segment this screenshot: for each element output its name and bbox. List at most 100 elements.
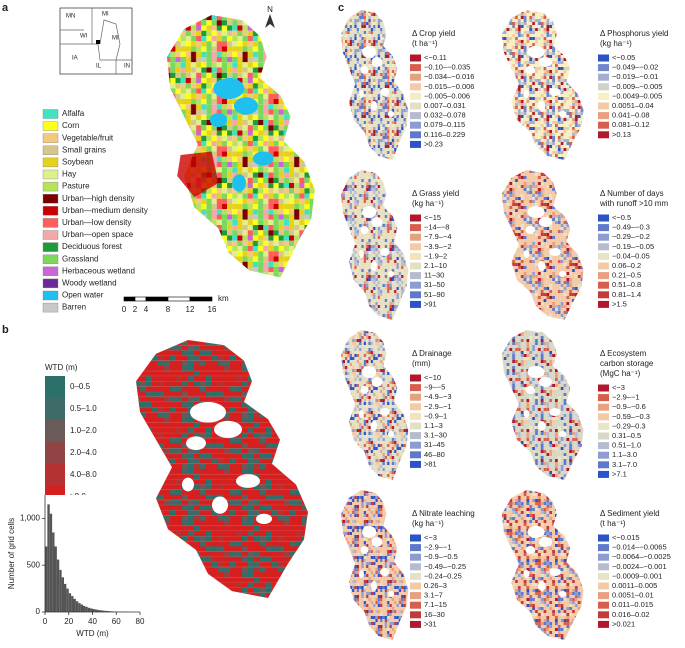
legend-swatch	[410, 592, 421, 599]
legend-swatch	[598, 301, 609, 308]
legend-label: −1.9–2	[424, 251, 447, 260]
lake	[256, 514, 272, 524]
lake	[372, 377, 383, 387]
map-title: (MgC ha⁻¹)	[600, 369, 641, 378]
legend-label: >1.5	[612, 299, 627, 308]
legend-swatch	[410, 263, 421, 270]
legend-label: 1.1–3	[424, 421, 443, 430]
lake	[526, 546, 536, 554]
lake	[380, 568, 389, 576]
legend-swatch	[43, 110, 58, 119]
legend-label: −0.9–−0.6	[612, 402, 646, 411]
lake	[372, 217, 383, 227]
legend-swatch	[410, 301, 421, 308]
legend-swatch	[410, 122, 421, 129]
legend-label: <−0.05	[612, 53, 635, 62]
legend-swatch	[410, 451, 421, 458]
lake	[232, 174, 246, 192]
lake	[549, 408, 560, 416]
legend-swatch	[598, 544, 609, 551]
state-label: IL	[96, 64, 102, 70]
map-title: Δ Drainage	[412, 349, 452, 358]
legend-label: −0.019–−0.01	[612, 72, 658, 81]
scale-label: 0	[122, 305, 127, 314]
lake	[371, 581, 377, 591]
legend-swatch	[410, 112, 421, 119]
lake	[371, 421, 377, 431]
legend-label: 0.81–1.4	[612, 290, 641, 299]
state-label: MN	[66, 14, 75, 20]
legend-label: Corn	[62, 121, 79, 130]
legend-label: Urban—high density	[62, 194, 134, 203]
legend-swatch	[410, 215, 421, 222]
legend-label: 0.21–0.5	[612, 271, 641, 280]
legend-swatch	[598, 282, 609, 289]
lake	[359, 250, 364, 258]
legend-label: 4.0–8.0	[70, 470, 97, 479]
lake	[549, 568, 560, 576]
legend-label: 16–30	[424, 610, 445, 619]
legend-swatch	[598, 433, 609, 440]
lake	[361, 226, 369, 234]
legend-swatch	[598, 394, 609, 401]
legend-label: 0.116–0.229	[424, 130, 465, 139]
lake	[371, 101, 377, 111]
legend-swatch	[410, 384, 421, 391]
watershed	[502, 10, 584, 160]
legend-swatch	[43, 158, 58, 167]
lake	[361, 66, 369, 74]
map	[502, 490, 584, 640]
legend-label: 3.1–7.0	[612, 460, 637, 469]
legend-swatch	[598, 442, 609, 449]
map	[167, 15, 315, 278]
map-title: Δ Grass yield	[412, 189, 459, 198]
legend-swatch	[45, 442, 65, 464]
legend-swatch	[598, 83, 609, 90]
scale-label: 8	[166, 305, 171, 314]
legend-label: −0.04–0.05	[612, 251, 650, 260]
legend-swatch	[410, 83, 421, 90]
lake	[362, 46, 376, 58]
legend-label: Pasture	[62, 182, 90, 191]
map-title: Δ Sediment yield	[600, 509, 660, 518]
lake	[524, 90, 530, 98]
legend-label: Woody wetland	[62, 279, 117, 288]
lake	[538, 261, 546, 271]
legend-label: Urban—medium density	[62, 206, 148, 215]
legend-label: 51–90	[424, 290, 445, 299]
lake	[539, 377, 552, 387]
scale-label: 2	[133, 305, 138, 314]
legend-label: Barren	[62, 303, 86, 312]
legend-label: 1.1–3.0	[612, 450, 637, 459]
legend-swatch	[598, 423, 609, 430]
compass-arrow	[265, 14, 275, 28]
legend-label: >7.1	[612, 469, 627, 478]
legend-swatch	[410, 291, 421, 298]
legend-swatch	[598, 131, 609, 138]
scale-segment	[168, 297, 190, 301]
legend-label: Soybean	[62, 158, 94, 167]
legend-label: −0.0024–−0.001	[612, 562, 667, 571]
lake	[212, 497, 228, 514]
legend-swatch	[43, 146, 58, 155]
legend-swatch	[410, 442, 421, 449]
x-tick-label: 0	[43, 617, 48, 626]
legend-swatch	[43, 194, 58, 203]
legend-swatch	[410, 55, 421, 62]
legend-label: 0.081–0.12	[612, 120, 650, 129]
histogram-bar	[74, 599, 76, 612]
legend-swatch	[410, 64, 421, 71]
legend-swatch	[410, 141, 421, 148]
scale-segment	[135, 297, 146, 301]
histogram-bar	[76, 601, 78, 612]
lake	[388, 431, 394, 437]
legend-swatch	[410, 253, 421, 260]
legend-swatch	[598, 112, 609, 119]
lake	[380, 408, 389, 416]
histogram-bar	[50, 514, 52, 612]
lake	[559, 591, 567, 597]
legend-swatch	[43, 231, 58, 240]
legend-label: −0.9–−0.5	[424, 552, 458, 561]
legend-swatch	[410, 413, 421, 420]
